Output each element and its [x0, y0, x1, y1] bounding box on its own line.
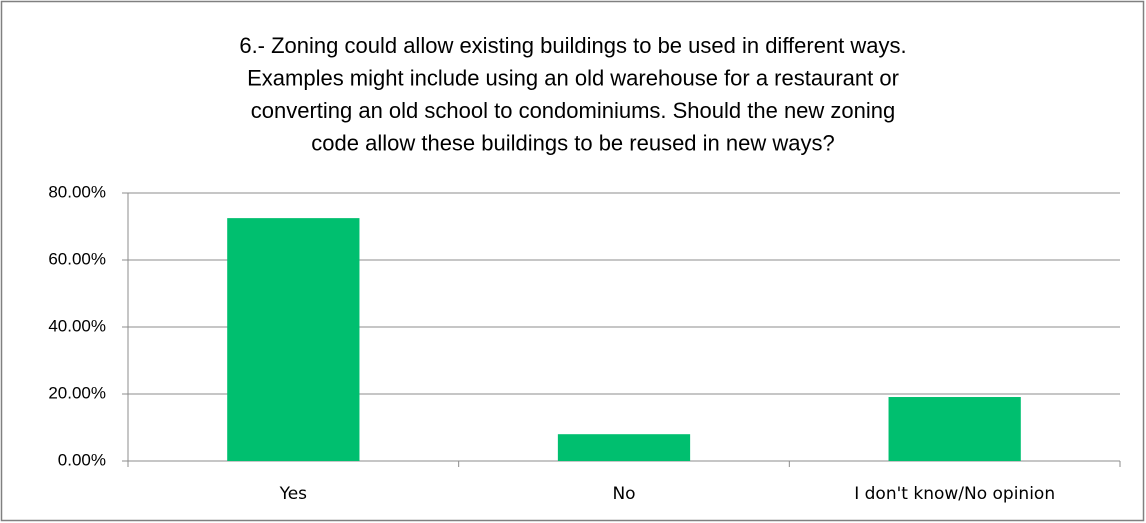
bar: [557, 434, 691, 461]
y-tick-label: 40.00%: [48, 316, 106, 335]
chart-title: 6.- Zoning could allow existing building…: [239, 33, 906, 58]
x-tick-label: No: [612, 484, 635, 504]
y-tick-label: 60.00%: [48, 249, 106, 268]
y-tick-label: 0.00%: [58, 450, 106, 469]
y-tick-label: 20.00%: [48, 383, 106, 402]
chart-title: Examples might include using an old ware…: [247, 65, 899, 90]
bar: [227, 218, 360, 461]
x-tick-label: I don't know/No opinion: [854, 484, 1055, 504]
y-tick-label: 80.00%: [48, 182, 106, 201]
chart-title: code allow these buildings to be reused …: [311, 130, 834, 155]
chart-title: converting an old school to condominiums…: [251, 98, 896, 123]
bar: [888, 397, 1021, 461]
x-tick-label: Yes: [279, 484, 308, 504]
